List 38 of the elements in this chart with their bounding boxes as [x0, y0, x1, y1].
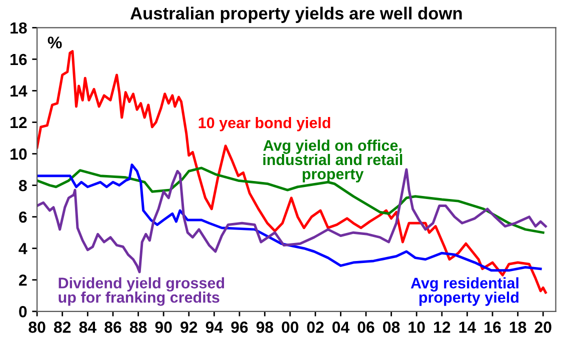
- x-tick-label: 82: [54, 322, 71, 333]
- x-tick-label: 08: [383, 322, 400, 333]
- y-tick-label: 2: [19, 274, 27, 286]
- x-tick-label: 18: [510, 322, 526, 333]
- y-tick-label: 14: [10, 86, 28, 97]
- x-tick-label: 86: [104, 322, 122, 333]
- x-tick-label: 16: [484, 322, 501, 333]
- x-tick-label: 12: [434, 322, 450, 333]
- y-tick-label: 4: [18, 243, 28, 254]
- line-series: [37, 166, 544, 234]
- x-tick-label: 80: [28, 322, 46, 333]
- y-tick-label: 10: [10, 148, 27, 160]
- x-tick-label: 94: [206, 322, 223, 333]
- x-tick-label: 06: [358, 322, 374, 333]
- y-tick-label: 12: [10, 116, 27, 128]
- x-tick-label: 92: [180, 322, 198, 333]
- series-label: Dividend yield grossed up for franking credits: [58, 277, 224, 306]
- y-tick-label: 18: [10, 22, 27, 34]
- x-tick-label: 20: [534, 322, 552, 333]
- x-tick-label: 04: [332, 322, 350, 333]
- series-label: 10 year bond yield: [198, 117, 330, 132]
- x-tick-label: 90: [155, 322, 172, 333]
- y-tick-label: 0: [19, 306, 27, 318]
- x-tick-label: 88: [130, 322, 147, 333]
- x-tick-label: 10: [408, 322, 425, 333]
- x-tick-label: 84: [79, 322, 96, 333]
- series-label: Avg yield on office, industrial and retail property: [263, 140, 402, 182]
- y-tick-label: 16: [10, 54, 27, 66]
- x-tick-label: 02: [307, 322, 324, 333]
- x-tick-label: 98: [256, 322, 274, 333]
- x-tick-label: 14: [459, 322, 476, 333]
- y-axis-title: %: [48, 36, 62, 48]
- series-label: Avg residential property yield: [410, 277, 518, 306]
- x-tick-label: 00: [282, 322, 298, 333]
- x-tick-label: 96: [231, 322, 248, 333]
- y-tick-label: 8: [18, 180, 27, 192]
- y-tick-label: 6: [19, 211, 27, 223]
- chart-title: Australian property yields are well down: [130, 6, 462, 23]
